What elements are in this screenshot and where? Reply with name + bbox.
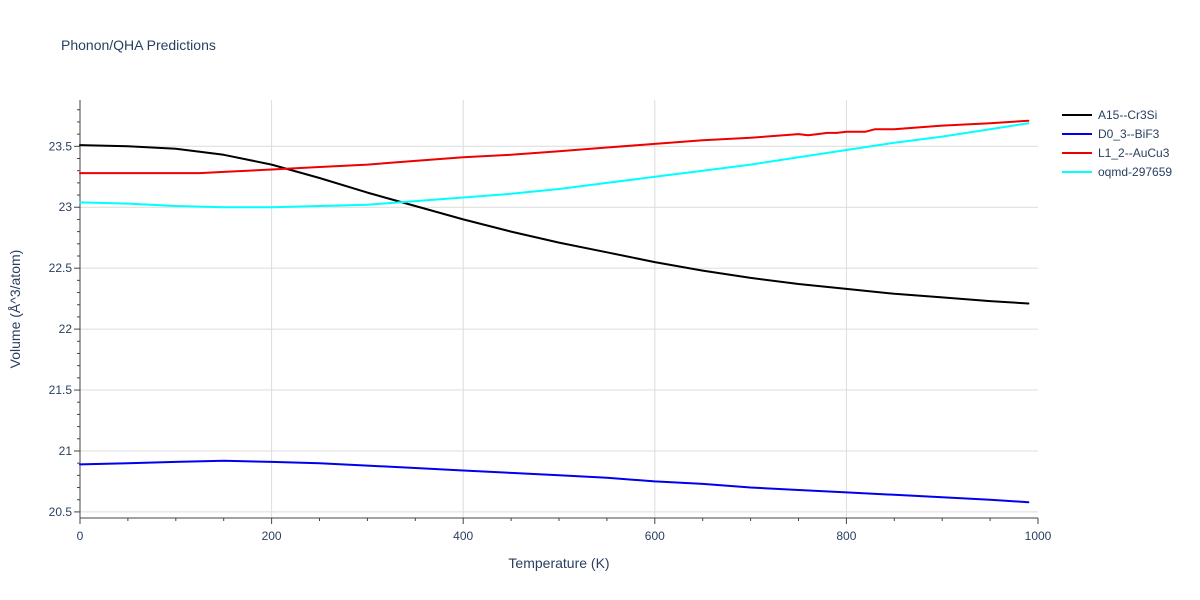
y-tick-label: 22.5 — [49, 261, 73, 275]
y-axis-title: Volume (Å^3/atom) — [7, 250, 23, 369]
legend-label: A15--Cr3Si — [1098, 108, 1157, 122]
x-tick-label: 0 — [77, 529, 84, 543]
chart-title: Phonon/QHA Predictions — [61, 37, 216, 53]
grid — [80, 100, 1038, 518]
x-tick-label: 1000 — [1025, 529, 1052, 543]
legend-item[interactable]: oqmd-297659 — [1062, 165, 1172, 179]
series-line-oqmd-297659 — [79, 122, 1030, 209]
y-tick-label: 22 — [59, 322, 73, 336]
x-axis-title: Temperature (K) — [508, 555, 609, 571]
plot-area — [79, 119, 1030, 504]
axes — [74, 100, 1039, 524]
series-line-D0_3--BiF3 — [79, 459, 1030, 504]
legend-item[interactable]: A15--Cr3Si — [1062, 108, 1157, 122]
y-tick-label: 21.5 — [49, 383, 73, 397]
x-tick-label: 600 — [645, 529, 665, 543]
legend[interactable]: A15--Cr3Si D0_3--BiF3 L1_2--AuCu3 oqmd-2976… — [1062, 108, 1172, 179]
series-line-A15--Cr3Si — [79, 144, 1030, 305]
tick-labels: 0 200 400 600 800 1000 20.5 21 21.5 22 22.5 23 23.5 — [49, 139, 1052, 543]
x-tick-label: 800 — [836, 529, 856, 543]
y-tick-label: 23 — [59, 200, 73, 214]
legend-label: oqmd-297659 — [1098, 165, 1172, 179]
x-tick-label: 200 — [262, 529, 282, 543]
legend-item[interactable]: D0_3--BiF3 — [1062, 127, 1160, 141]
legend-label: L1_2--AuCu3 — [1098, 146, 1170, 160]
y-tick-label: 23.5 — [49, 139, 73, 153]
series-line-L1_2--AuCu3 — [79, 119, 1030, 175]
legend-item[interactable]: L1_2--AuCu3 — [1062, 146, 1170, 160]
x-tick-label: 400 — [453, 529, 473, 543]
y-tick-label: 20.5 — [49, 505, 73, 519]
y-tick-label: 21 — [59, 444, 73, 458]
legend-label: D0_3--BiF3 — [1098, 127, 1160, 141]
